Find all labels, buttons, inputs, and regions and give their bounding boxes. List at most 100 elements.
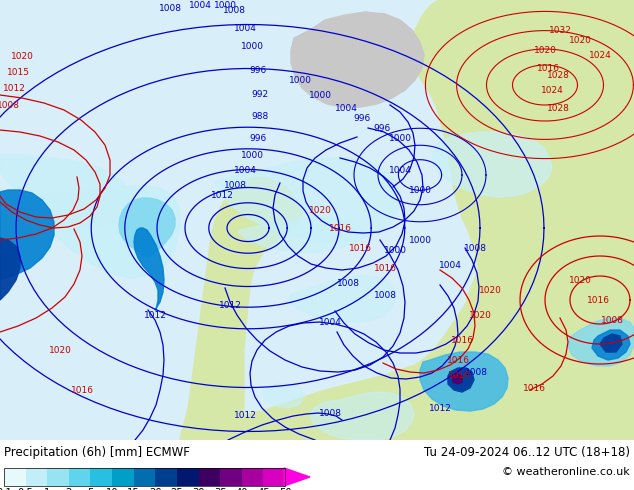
- Text: 1020: 1020: [11, 51, 34, 60]
- Text: 45: 45: [257, 488, 269, 490]
- Text: 1000: 1000: [389, 133, 411, 143]
- Polygon shape: [134, 228, 164, 310]
- Text: 1004: 1004: [233, 24, 256, 32]
- Polygon shape: [0, 238, 20, 300]
- Text: 1016: 1016: [328, 223, 351, 233]
- Text: 1020: 1020: [469, 311, 491, 319]
- Text: 1016: 1016: [451, 336, 474, 344]
- Text: 30: 30: [192, 488, 205, 490]
- Polygon shape: [119, 198, 175, 258]
- Polygon shape: [568, 318, 634, 366]
- Text: 1028: 1028: [547, 103, 569, 113]
- Text: 1008: 1008: [158, 3, 181, 13]
- Bar: [242, 468, 263, 486]
- Text: 0.1: 0.1: [0, 488, 12, 490]
- Text: 10: 10: [106, 488, 119, 490]
- Polygon shape: [310, 392, 414, 440]
- Polygon shape: [90, 186, 148, 206]
- Text: 1008: 1008: [224, 180, 247, 190]
- Text: 1012: 1012: [210, 191, 233, 199]
- Polygon shape: [352, 48, 395, 78]
- Text: 1020: 1020: [534, 46, 557, 54]
- Bar: [177, 468, 198, 486]
- Text: 996: 996: [353, 114, 371, 122]
- Polygon shape: [215, 158, 400, 242]
- Bar: [155, 468, 177, 486]
- Polygon shape: [433, 132, 552, 197]
- Text: 1008: 1008: [318, 409, 342, 417]
- Text: 1016: 1016: [373, 264, 396, 272]
- Polygon shape: [448, 368, 474, 392]
- Text: 1015: 1015: [6, 68, 30, 76]
- Bar: [198, 468, 220, 486]
- Bar: [4, 468, 285, 486]
- Text: 1008: 1008: [465, 368, 488, 376]
- Text: 1012: 1012: [143, 311, 167, 319]
- Text: 996: 996: [373, 123, 391, 132]
- Bar: [4, 468, 25, 486]
- Polygon shape: [600, 334, 622, 352]
- Text: 2: 2: [66, 488, 72, 490]
- Text: Tu 24-09-2024 06..12 UTC (18+18): Tu 24-09-2024 06..12 UTC (18+18): [424, 446, 630, 459]
- Text: 20: 20: [149, 488, 162, 490]
- Polygon shape: [290, 276, 395, 322]
- Text: 40: 40: [235, 488, 248, 490]
- Text: 1020: 1020: [309, 205, 332, 215]
- Text: 1016: 1016: [349, 244, 372, 252]
- Bar: [134, 468, 155, 486]
- FancyArrow shape: [284, 468, 310, 486]
- Text: 996: 996: [249, 133, 267, 143]
- Text: 1020: 1020: [49, 345, 72, 355]
- Bar: [91, 468, 112, 486]
- Text: 1008: 1008: [600, 316, 623, 324]
- Text: © weatheronline.co.uk: © weatheronline.co.uk: [502, 467, 630, 477]
- Text: 1012: 1012: [429, 404, 451, 413]
- Text: 1016: 1016: [536, 64, 559, 73]
- Text: 1024: 1024: [588, 50, 611, 59]
- Polygon shape: [291, 12, 424, 107]
- Text: 1004: 1004: [335, 103, 358, 113]
- Text: 1020: 1020: [569, 35, 592, 45]
- Polygon shape: [0, 155, 128, 228]
- Text: 35: 35: [214, 488, 226, 490]
- Text: 1008: 1008: [223, 5, 245, 15]
- Text: 25: 25: [171, 488, 183, 490]
- Text: 1028: 1028: [547, 71, 569, 79]
- Text: 5: 5: [87, 488, 94, 490]
- Bar: [47, 468, 69, 486]
- Text: 1012: 1012: [3, 83, 25, 93]
- Text: 15: 15: [127, 488, 140, 490]
- Bar: [263, 468, 285, 486]
- Text: 1012: 1012: [233, 411, 256, 419]
- Text: 1004: 1004: [188, 0, 211, 9]
- Text: 1000: 1000: [240, 150, 264, 160]
- Text: 0.5: 0.5: [18, 488, 34, 490]
- Text: 1000: 1000: [408, 186, 432, 195]
- Text: 1: 1: [44, 488, 51, 490]
- Text: 1008: 1008: [373, 291, 396, 299]
- Polygon shape: [180, 0, 634, 440]
- Text: 1032: 1032: [548, 25, 571, 34]
- Polygon shape: [0, 190, 54, 280]
- Text: 1016: 1016: [446, 356, 470, 365]
- Polygon shape: [180, 178, 303, 440]
- Polygon shape: [262, 384, 304, 408]
- Text: 1016: 1016: [448, 370, 470, 380]
- Polygon shape: [238, 218, 366, 252]
- Bar: [220, 468, 242, 486]
- Text: 992: 992: [252, 90, 269, 98]
- Text: 1008: 1008: [337, 278, 359, 288]
- Text: 1004: 1004: [389, 166, 411, 174]
- Text: 1000: 1000: [384, 245, 406, 254]
- Text: 1024: 1024: [541, 85, 564, 95]
- Polygon shape: [592, 330, 630, 360]
- Text: 1016: 1016: [522, 384, 545, 392]
- Text: 1000: 1000: [309, 91, 332, 99]
- Text: 996: 996: [249, 66, 267, 74]
- Text: 1000: 1000: [214, 0, 236, 9]
- Polygon shape: [453, 374, 462, 384]
- Bar: [69, 468, 91, 486]
- Text: 1008: 1008: [0, 100, 20, 109]
- Text: 1004: 1004: [318, 318, 342, 326]
- Polygon shape: [420, 352, 508, 411]
